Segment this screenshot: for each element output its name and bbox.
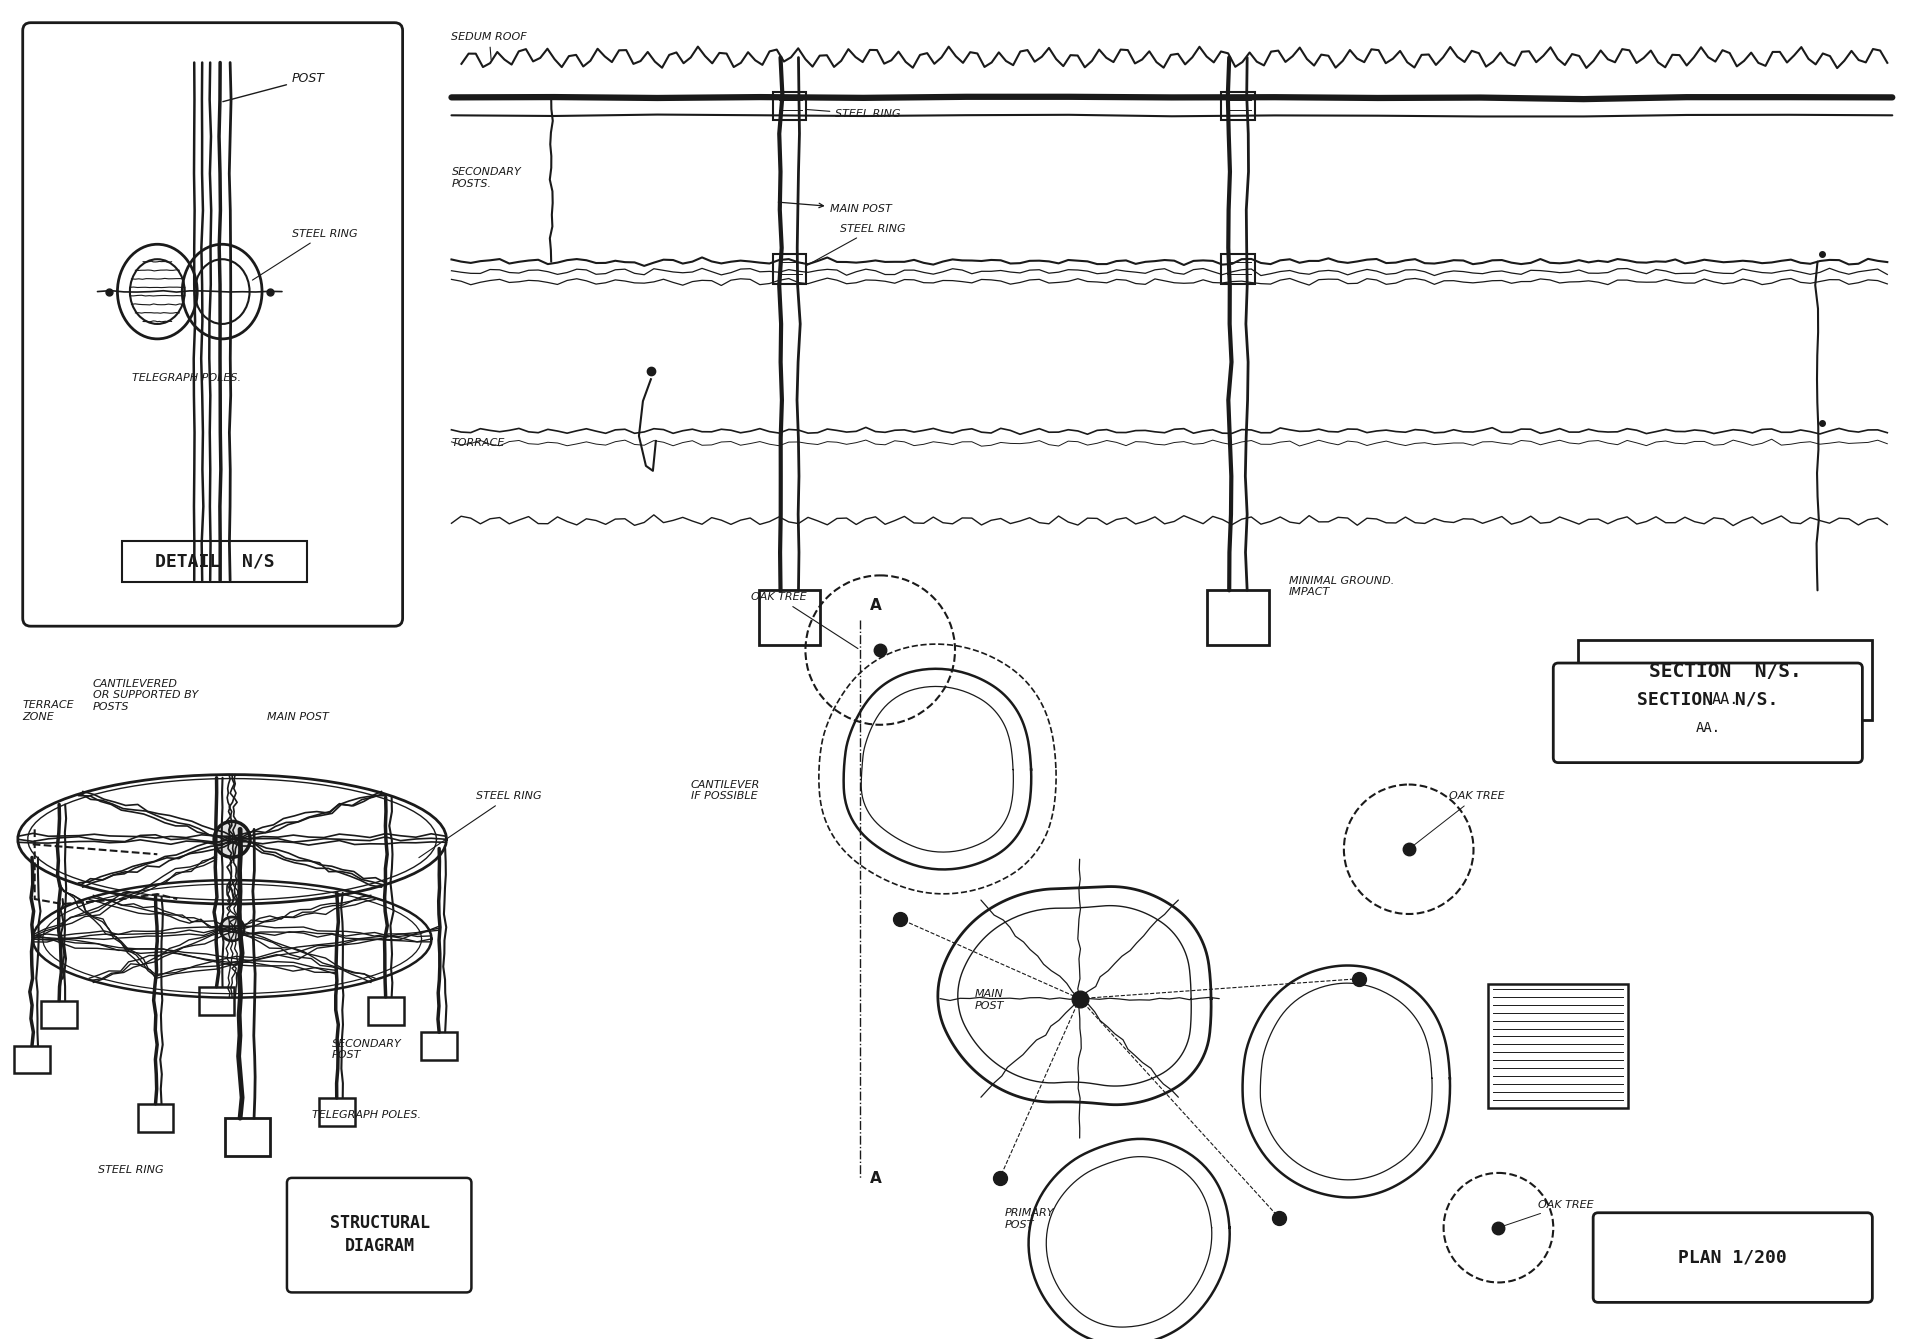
Text: SECONDARY
POST: SECONDARY POST (332, 1039, 401, 1060)
Text: OAK TREE: OAK TREE (751, 592, 858, 648)
Text: PRIMARY
POST: PRIMARY POST (1004, 1208, 1054, 1229)
Text: STRUCTURAL
DIAGRAM: STRUCTURAL DIAGRAM (330, 1215, 430, 1256)
FancyBboxPatch shape (23, 23, 403, 627)
Text: SECONDARY
POSTS.: SECONDARY POSTS. (451, 166, 520, 189)
FancyBboxPatch shape (1553, 663, 1862, 762)
Bar (138, 1104, 173, 1131)
Bar (1488, 984, 1628, 1108)
Text: CANTILEVER
IF POSSIBLE: CANTILEVER IF POSSIBLE (691, 780, 760, 801)
Bar (198, 986, 234, 1015)
Circle shape (215, 821, 250, 858)
Bar (1208, 590, 1269, 646)
Bar (758, 590, 820, 646)
Bar (225, 1118, 271, 1155)
Text: MAIN POST: MAIN POST (778, 203, 893, 213)
Text: TELEGRAPH POLES.: TELEGRAPH POLES. (311, 1110, 420, 1121)
Text: DETAIL  N/S: DETAIL N/S (156, 553, 275, 570)
Bar (772, 254, 806, 283)
Text: OAK TREE: OAK TREE (1411, 792, 1503, 848)
Bar (123, 541, 307, 582)
Bar (13, 1045, 50, 1074)
Text: TERRACE
ZONE: TERRACE ZONE (23, 701, 75, 722)
Bar (1578, 640, 1872, 719)
FancyBboxPatch shape (1594, 1213, 1872, 1302)
Text: MAIN
POST: MAIN POST (975, 989, 1004, 1011)
Text: SEDUM ROOF: SEDUM ROOF (451, 32, 528, 60)
Text: POST: POST (223, 72, 324, 102)
Text: TORRACE: TORRACE (451, 437, 505, 448)
Text: PLAN 1/200: PLAN 1/200 (1678, 1248, 1788, 1267)
Text: STEEL RING: STEEL RING (806, 109, 900, 119)
Text: AA.: AA. (1695, 721, 1720, 735)
Bar (1221, 93, 1256, 121)
Text: STEEL RING: STEEL RING (419, 792, 541, 858)
Text: SECTION  N/S.: SECTION N/S. (1638, 691, 1778, 709)
Circle shape (221, 917, 244, 941)
Text: TELEGRAPH POLES.: TELEGRAPH POLES. (132, 373, 242, 384)
Text: AA.: AA. (1713, 692, 1740, 707)
Text: STEEL RING: STEEL RING (252, 228, 357, 280)
Bar (369, 997, 403, 1025)
Text: MAIN POST: MAIN POST (267, 711, 328, 722)
Bar (40, 1001, 77, 1028)
Bar (772, 93, 806, 121)
Text: STEEL RING: STEEL RING (806, 224, 906, 266)
Bar (319, 1098, 355, 1126)
Text: OAK TREE: OAK TREE (1501, 1200, 1594, 1227)
Bar (420, 1032, 457, 1060)
Text: MINIMAL GROUND.
IMPACT: MINIMAL GROUND. IMPACT (1288, 576, 1394, 597)
Bar (1221, 254, 1256, 283)
Text: A: A (870, 1170, 881, 1186)
Text: A: A (870, 599, 881, 613)
Text: CANTILEVERED
OR SUPPORTED BY
POSTS: CANTILEVERED OR SUPPORTED BY POSTS (92, 679, 198, 711)
Text: STEEL RING: STEEL RING (98, 1165, 163, 1174)
Text: SECTION  N/S.: SECTION N/S. (1649, 663, 1803, 682)
FancyBboxPatch shape (286, 1178, 472, 1292)
